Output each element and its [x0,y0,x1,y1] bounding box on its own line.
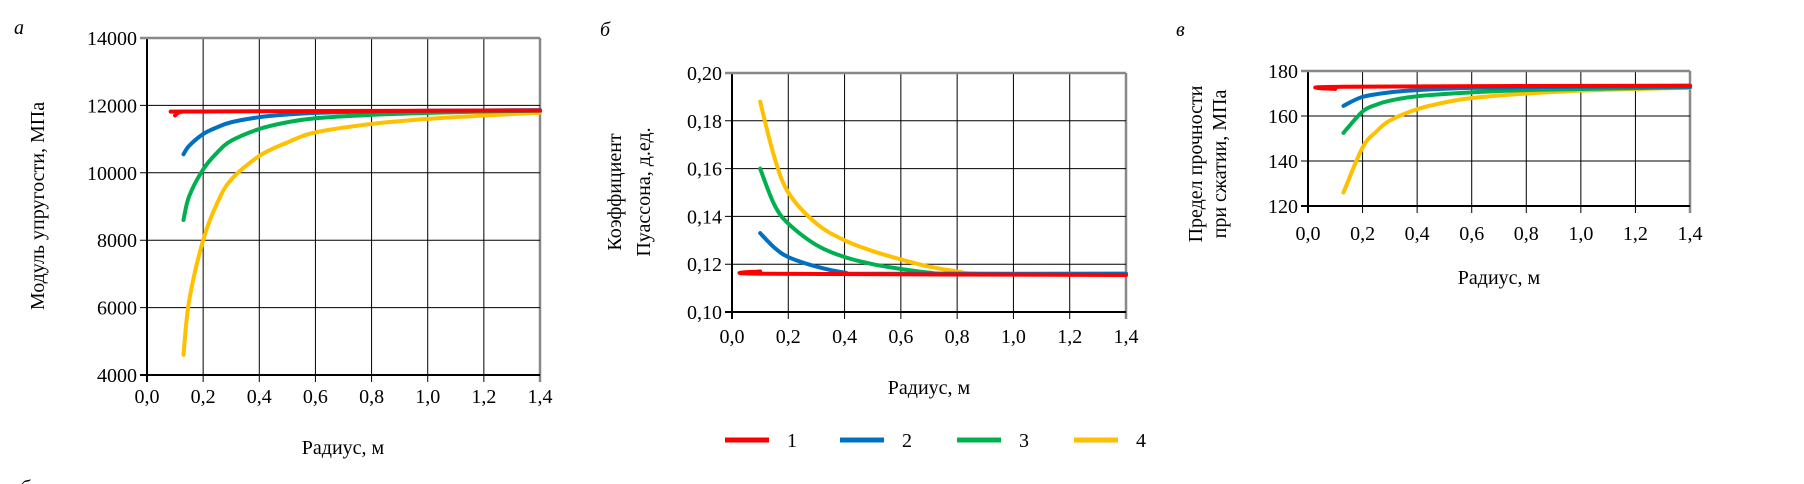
series-4-line [1341,85,1692,195]
chart-b-ylabel-line2: Пуассона, д.ед. [633,127,655,256]
chart-b-xlabel: Радиус, м [888,377,971,399]
y-tick-label: 120 [1268,196,1298,218]
y-tick-label: 12000 [87,95,137,117]
series-4-line [758,99,1128,276]
y-tick-label: 0,18 [687,111,722,133]
y-tick-label: 0,12 [687,254,722,276]
x-tick-label: 0,6 [303,386,328,408]
y-tick-label: 0,10 [687,302,722,324]
y-tick-label: 10000 [87,163,137,185]
chart-b-ylabel-line1: Коэффициент [604,133,626,251]
x-tick-label: 1,4 [1678,223,1703,245]
x-tick-label: 0,2 [776,326,801,348]
x-tick-label: 0,0 [135,386,160,408]
series-1-line [1313,83,1692,91]
series-1-line [168,108,542,118]
series-1-line [737,269,1128,277]
y-tick-label: 160 [1268,106,1298,128]
y-tick-label: 0,20 [687,63,722,85]
y-tick-label: 4000 [97,365,137,387]
x-tick-label: 1,2 [1623,223,1648,245]
x-tick-label: 0,8 [1514,223,1539,245]
y-tick-label: 0,14 [687,206,722,228]
chart-c-ylabel-line1: Предел прочности [1185,85,1207,242]
y-tick-label: 6000 [97,298,137,320]
y-tick-label: 14000 [87,28,137,50]
panel-label-c: в [1176,19,1185,41]
x-tick-label: 0,0 [720,326,745,348]
panel-label-b: б [600,19,611,41]
x-tick-label: 0,4 [247,386,272,408]
panel-label-a: а [14,17,24,39]
chart-c-xlabel: Радиус, м [1458,267,1541,289]
y-tick-label: 8000 [97,230,137,252]
x-tick-label: 0,4 [1405,223,1430,245]
chart-b: 0,0 0,2 0,4 0,6 0,8 1,0 1,2 1,4 0,10 0,12 0,14 0,16… [687,63,1139,348]
x-tick-label: 0,6 [888,326,913,348]
y-tick-label: 0,16 [687,159,722,181]
x-tick-label: 0,0 [1296,223,1321,245]
x-tick-label: 0,8 [359,386,384,408]
legend-label-4: 4 [1136,430,1146,452]
y-tick-label: 140 [1268,151,1298,173]
chart-c-ylabel-line2: при сжатии, МПа [1209,90,1231,239]
series-3-line [1341,85,1692,135]
chart-c: 0,0 0,2 0,4 0,6 0,8 1,0 1,2 1,4 120 140 160 180 [1268,61,1703,245]
x-tick-label: 0,2 [1350,223,1375,245]
chart-a-xlabel: Радиус, м [302,437,385,459]
series-4-line [181,110,542,357]
x-tick-label: 0,8 [945,326,970,348]
x-tick-label: 1,2 [1057,326,1082,348]
y-tick-label: 180 [1268,61,1298,83]
x-tick-label: 1,0 [415,386,440,408]
x-tick-label: 1,2 [471,386,496,408]
x-tick-label: 0,2 [191,386,216,408]
legend-label-3: 3 [1019,430,1029,452]
legend: 1 2 3 4 [725,430,1146,452]
series-3-line [181,108,542,222]
x-tick-label: 0,6 [1459,223,1484,245]
panel-label-cut: б [20,477,31,484]
x-tick-label: 1,0 [1568,223,1593,245]
legend-label-2: 2 [902,430,912,452]
x-tick-label: 0,4 [832,326,857,348]
legend-label-1: 1 [787,430,797,452]
x-tick-label: 1,4 [1114,326,1139,348]
x-tick-label: 1,0 [1001,326,1026,348]
x-tick-label: 1,4 [528,386,553,408]
chart-a-ylabel: Модуль упругости, МПа [27,102,49,310]
chart-a: 0,0 0,2 0,4 0,6 0,8 1,0 1,2 1,4 4000 6000 8000 1000… [87,28,553,408]
